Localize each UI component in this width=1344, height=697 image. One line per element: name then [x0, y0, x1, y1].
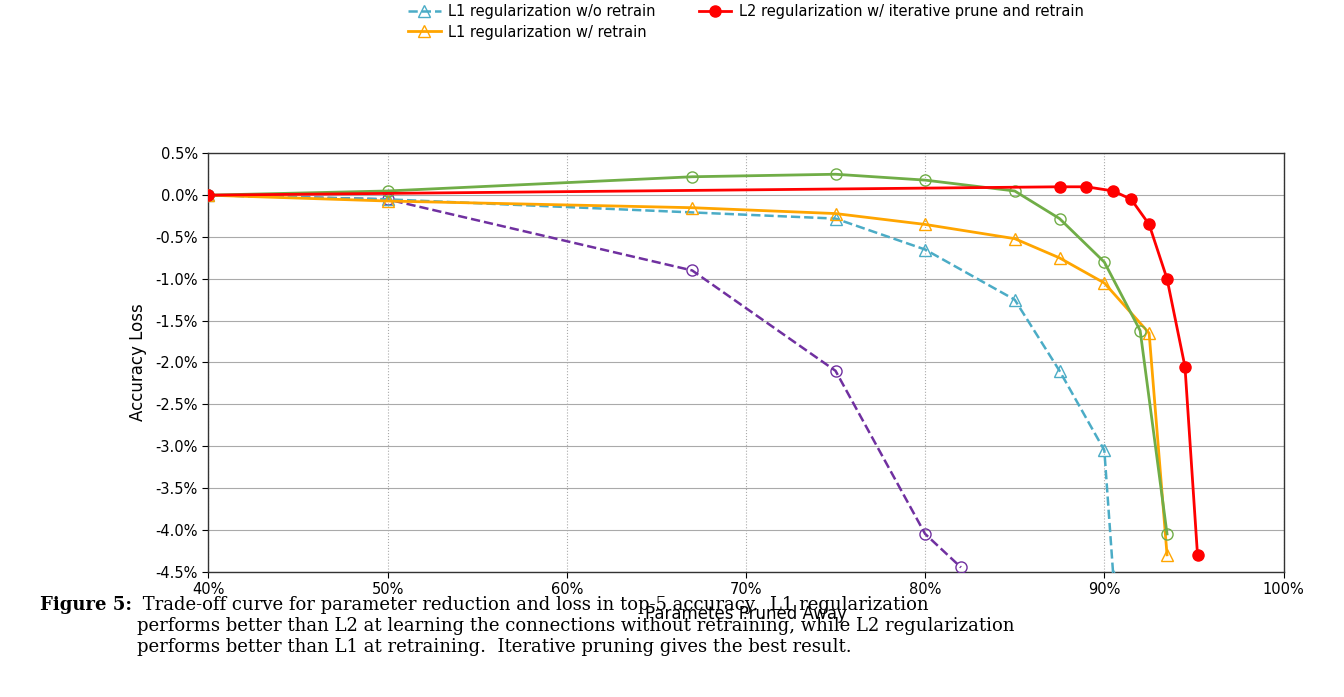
L2 regularization w/ iterative prune and retrain: [1159, 275, 1175, 283]
Line: L2 regularization w/o retrain: L2 regularization w/o retrain: [203, 190, 966, 573]
L2 regularization w/ retrain: [1159, 530, 1175, 538]
L2 regularization w/o retrain: [953, 563, 969, 572]
L1 regularization w/o retrain: [379, 195, 395, 204]
L1 regularization w/o retrain: [1007, 296, 1023, 304]
L2 regularization w/ iterative prune and retrain: [1078, 183, 1094, 191]
L2 regularization w/ iterative prune and retrain: [200, 191, 216, 199]
Legend: L2 regularization w/o retrain, L1 regularization w/o retrain, L1 regularization : L2 regularization w/o retrain, L1 regula…: [403, 0, 1089, 46]
Text: Figure 5:: Figure 5:: [40, 596, 132, 614]
L2 regularization w/ retrain: [1132, 326, 1148, 335]
L1 regularization w/ retrain: [1159, 551, 1175, 559]
L1 regularization w/ retrain: [1007, 234, 1023, 243]
Text: Trade-off curve for parameter reduction and loss in top-5 accuracy.  L1 regulari: Trade-off curve for parameter reduction …: [137, 596, 1015, 656]
L2 regularization w/ retrain: [684, 173, 700, 181]
L2 regularization w/ retrain: [1051, 215, 1067, 223]
L2 regularization w/ retrain: [1007, 187, 1023, 195]
Line: L2 regularization w/ iterative prune and retrain: L2 regularization w/ iterative prune and…: [203, 181, 1203, 560]
L1 regularization w/ retrain: [200, 191, 216, 199]
L2 regularization w/ retrain: [917, 176, 933, 184]
L2 regularization w/ retrain: [200, 191, 216, 199]
L2 regularization w/ retrain: [379, 187, 395, 195]
Line: L1 regularization w/ retrain: L1 regularization w/ retrain: [202, 189, 1173, 561]
L2 regularization w/o retrain: [684, 266, 700, 275]
Line: L2 regularization w/ retrain: L2 regularization w/ retrain: [203, 169, 1172, 539]
L1 regularization w/o retrain: [828, 215, 844, 223]
L2 regularization w/ iterative prune and retrain: [1124, 195, 1140, 204]
L2 regularization w/o retrain: [200, 191, 216, 199]
L1 regularization w/ retrain: [1051, 254, 1067, 262]
L2 regularization w/o retrain: [917, 530, 933, 538]
X-axis label: Parametes Pruned Away: Parametes Pruned Away: [645, 605, 847, 623]
L1 regularization w/o retrain: [1097, 446, 1113, 454]
L2 regularization w/ iterative prune and retrain: [1189, 551, 1206, 559]
L2 regularization w/o retrain: [379, 195, 395, 204]
L2 regularization w/ iterative prune and retrain: [1051, 183, 1067, 191]
L1 regularization w/ retrain: [684, 204, 700, 212]
L1 regularization w/o retrain: [917, 245, 933, 254]
L1 regularization w/ retrain: [917, 220, 933, 229]
L1 regularization w/ retrain: [379, 197, 395, 205]
L1 regularization w/ retrain: [1141, 329, 1157, 337]
L2 regularization w/ iterative prune and retrain: [1141, 220, 1157, 229]
L2 regularization w/o retrain: [828, 367, 844, 375]
L1 regularization w/ retrain: [1097, 279, 1113, 287]
L1 regularization w/o retrain: [200, 191, 216, 199]
L1 regularization w/ retrain: [828, 209, 844, 217]
Line: L1 regularization w/o retrain: L1 regularization w/o retrain: [202, 189, 1120, 582]
L2 regularization w/ iterative prune and retrain: [1177, 362, 1193, 371]
L2 regularization w/ retrain: [1097, 258, 1113, 266]
L2 regularization w/ retrain: [828, 170, 844, 178]
L1 regularization w/o retrain: [1105, 572, 1121, 580]
L2 regularization w/ iterative prune and retrain: [1105, 187, 1121, 195]
Y-axis label: Accuracy Loss: Accuracy Loss: [129, 304, 146, 421]
L1 regularization w/o retrain: [1051, 367, 1067, 375]
